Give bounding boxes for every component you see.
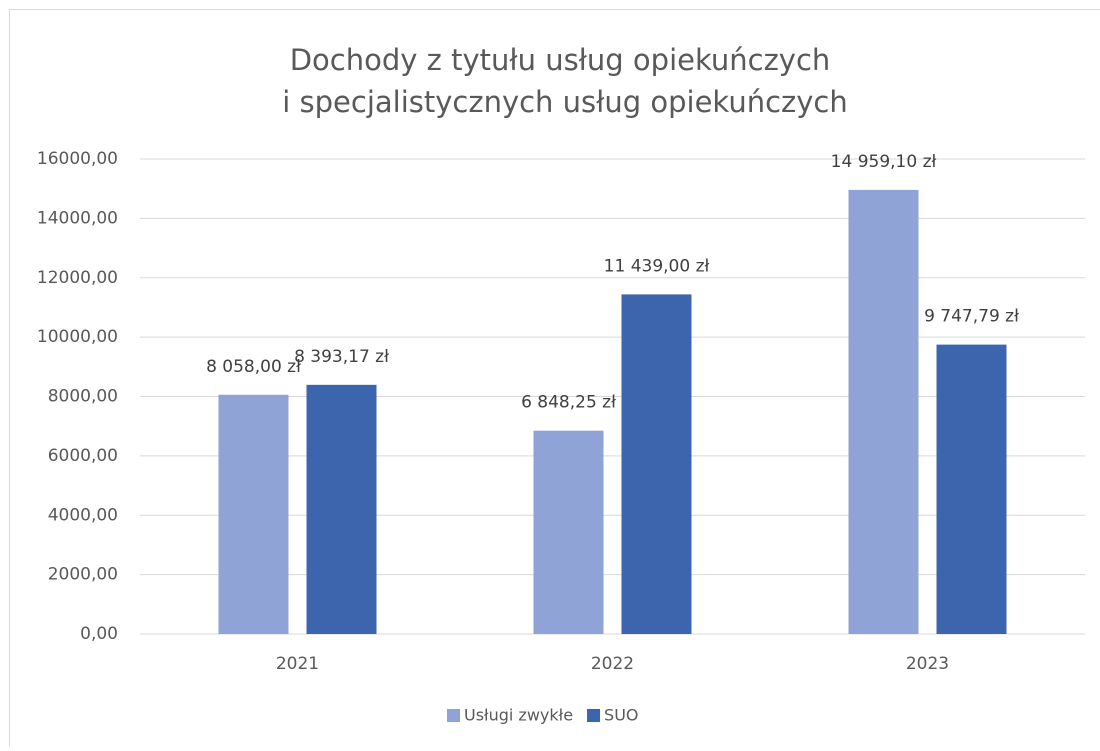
y-tick-label: 2000,00 [48,565,118,585]
value-label: 8 393,17 zł [294,347,389,367]
bar [937,345,1007,634]
chart-title: Dochody z tytułu usług opiekuńczych [290,43,831,77]
bar [534,431,604,634]
value-label: 11 439,00 zł [604,256,710,276]
y-tick-label: 4000,00 [48,505,118,525]
y-tick-label: 6000,00 [48,446,118,466]
legend-swatch [447,709,460,722]
value-label: 8 058,00 zł [206,357,301,377]
bar [219,395,289,634]
y-tick-label: 12000,00 [37,268,118,288]
legend-swatch [587,709,600,722]
x-tick-label: 2022 [591,654,634,674]
chart-border [10,10,1100,748]
bar [307,385,377,634]
value-label: 14 959,10 zł [831,152,937,172]
y-tick-label: 8000,00 [48,387,118,407]
value-label: 9 747,79 zł [924,307,1019,327]
legend-label: Usługi zwykłe [464,706,573,725]
legend-label: SUO [604,706,638,725]
bar [849,190,919,634]
y-tick-label: 0,00 [80,624,118,644]
y-tick-label: 10000,00 [37,327,118,347]
x-tick-label: 2023 [906,654,949,674]
bar [622,294,692,634]
value-label: 6 848,25 zł [521,393,616,413]
x-tick-label: 2021 [276,654,319,674]
y-tick-label: 16000,00 [37,149,118,169]
y-tick-label: 14000,00 [37,208,118,228]
chart-title: i specjalistycznych usług opiekuńczych [282,85,848,119]
